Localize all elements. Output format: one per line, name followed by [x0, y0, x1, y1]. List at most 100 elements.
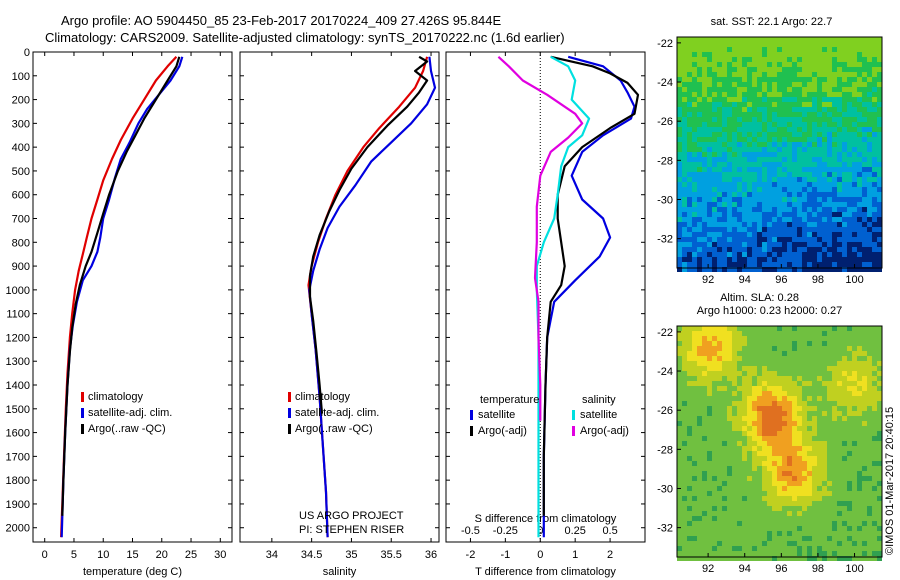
- heatmap-cell: [752, 341, 757, 346]
- heatmap-cell: [777, 197, 782, 202]
- heatmap-cell: [877, 461, 882, 466]
- heatmap-cell: [817, 491, 822, 496]
- heatmap-cell: [842, 416, 847, 421]
- heatmap-cell: [752, 207, 757, 212]
- heatmap-cell: [737, 132, 742, 137]
- heatmap-cell: [697, 197, 702, 202]
- heatmap-cell: [742, 361, 747, 366]
- heatmap-cell: [702, 341, 707, 346]
- heatmap-cell: [817, 471, 822, 476]
- heatmap-cell: [772, 431, 777, 436]
- legend-label: Argo(..raw -QC): [88, 423, 166, 435]
- heatmap-cell: [832, 401, 837, 406]
- heatmap-cell: [812, 476, 817, 481]
- heatmap-cell: [857, 47, 862, 52]
- heatmap-cell: [742, 247, 747, 252]
- heatmap-cell: [742, 486, 747, 491]
- heatmap-cell: [867, 42, 872, 47]
- heatmap-cell: [872, 351, 877, 356]
- heatmap-cell: [762, 431, 767, 436]
- heatmap-cell: [782, 127, 787, 132]
- heatmap-cell: [857, 416, 862, 421]
- heatmap-cell: [692, 227, 697, 232]
- heatmap-cell: [877, 157, 882, 162]
- y-tick-label: 1800: [6, 475, 30, 487]
- heatmap-cell: [732, 112, 737, 117]
- heatmap-cell: [832, 227, 837, 232]
- heatmap-cell: [742, 187, 747, 192]
- heatmap-cell: [727, 202, 732, 207]
- heatmap-cell: [737, 416, 742, 421]
- heatmap-cell: [752, 496, 757, 501]
- heatmap-cell: [712, 556, 717, 561]
- heatmap-cell: [697, 341, 702, 346]
- heatmap-cell: [822, 426, 827, 431]
- x-tick-label: 1: [572, 549, 578, 561]
- heatmap-cell: [762, 491, 767, 496]
- heatmap-cell: [822, 67, 827, 72]
- heatmap-cell: [857, 331, 862, 336]
- heatmap-cell: [832, 182, 837, 187]
- heatmap-cell: [867, 242, 872, 247]
- heatmap-cell: [842, 441, 847, 446]
- heatmap-cell: [787, 137, 792, 142]
- heatmap-cell: [857, 351, 862, 356]
- heatmap-cell: [722, 182, 727, 187]
- heatmap-cell: [872, 381, 877, 386]
- heatmap-cell: [722, 326, 727, 331]
- heatmap-cell: [817, 481, 822, 486]
- heatmap-cell: [712, 406, 717, 411]
- heatmap-cell: [702, 526, 707, 531]
- heatmap-cell: [877, 341, 882, 346]
- heatmap-cell: [797, 92, 802, 97]
- heatmap-cell: [847, 257, 852, 262]
- heatmap-cell: [787, 331, 792, 336]
- heatmap-cell: [752, 431, 757, 436]
- heatmap-cell: [772, 341, 777, 346]
- x-axis-label-top: S difference from climatology: [475, 513, 617, 525]
- heatmap-cell: [742, 227, 747, 232]
- heatmap-cell: [692, 361, 697, 366]
- heatmap-cell: [712, 42, 717, 47]
- heatmap-cell: [697, 406, 702, 411]
- heatmap-cell: [852, 376, 857, 381]
- heatmap-cell: [822, 371, 827, 376]
- heatmap-cell: [697, 42, 702, 47]
- heatmap-cell: [717, 326, 722, 331]
- heatmap-cell: [787, 207, 792, 212]
- heatmap-cell: [832, 52, 837, 57]
- heatmap-cell: [732, 361, 737, 366]
- heatmap-cell: [772, 556, 777, 561]
- y-tick-label: -28: [657, 155, 673, 167]
- heatmap-cell: [737, 152, 742, 157]
- heatmap-cell: [717, 217, 722, 222]
- heatmap-cell: [807, 237, 812, 242]
- heatmap-cell: [767, 177, 772, 182]
- heatmap-cell: [837, 237, 842, 242]
- heatmap-cell: [782, 326, 787, 331]
- series-line: [542, 55, 640, 516]
- heatmap-cell: [852, 336, 857, 341]
- heatmap-cell: [712, 386, 717, 391]
- heatmap-cell: [677, 237, 682, 242]
- heatmap-cell: [867, 212, 872, 217]
- heatmap-cell: [712, 526, 717, 531]
- heatmap-cell: [847, 192, 852, 197]
- heatmap-cell: [727, 501, 732, 506]
- heatmap-cell: [742, 107, 747, 112]
- heatmap-cell: [797, 212, 802, 217]
- heatmap-cell: [852, 381, 857, 386]
- heatmap-cell: [722, 436, 727, 441]
- heatmap-cell: [737, 521, 742, 526]
- heatmap-cell: [802, 77, 807, 82]
- heatmap-cell: [682, 137, 687, 142]
- heatmap-cell: [857, 481, 862, 486]
- heatmap-cell: [747, 162, 752, 167]
- heatmap-cell: [842, 536, 847, 541]
- heatmap-cell: [727, 157, 732, 162]
- heatmap-cell: [792, 521, 797, 526]
- heatmap-cell: [792, 132, 797, 137]
- heatmap-cell: [682, 72, 687, 77]
- heatmap-cell: [757, 406, 762, 411]
- heatmap-cell: [807, 122, 812, 127]
